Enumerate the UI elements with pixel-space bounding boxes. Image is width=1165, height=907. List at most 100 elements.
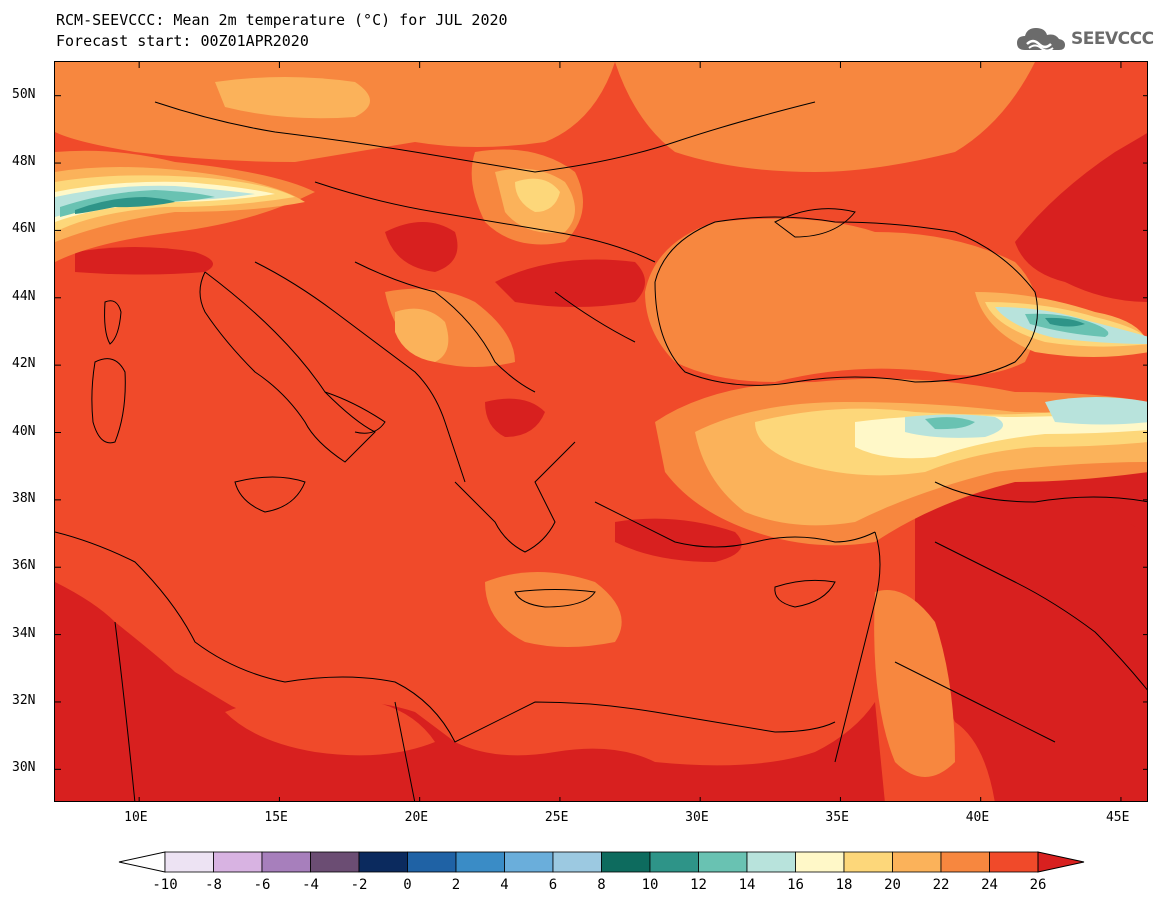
- lat-tick-label: 44N: [12, 288, 36, 304]
- hot-north-africa: [55, 582, 885, 801]
- title-block: RCM-SEEVCCC: Mean 2m temperature (°C) fo…: [56, 10, 508, 52]
- colorbar-swatch: [649, 851, 699, 873]
- hot-levant-east: [915, 462, 1147, 801]
- coastline-crimea: [774, 208, 856, 238]
- lat-tick-label: 50N: [12, 86, 36, 102]
- coastline-adriatic: [254, 261, 466, 483]
- coastlines: [55, 101, 1147, 801]
- cloud-icon: [1017, 28, 1065, 52]
- coldest-alps: [60, 190, 215, 217]
- colorbar-swatch: [358, 851, 408, 873]
- lat-tick-label: 36N: [12, 558, 36, 574]
- colorbar-label: -4: [302, 877, 319, 893]
- lon-tick-label: 25E: [544, 810, 569, 825]
- map-title: RCM-SEEVCCC: Mean 2m temperature (°C) fo…: [56, 11, 508, 29]
- border-middle-east: [894, 481, 1147, 743]
- lon-tick-label: 10E: [124, 810, 148, 825]
- coastline-turkey-south: [594, 501, 876, 548]
- colorbar-label: 0: [403, 877, 411, 893]
- colorbar-label: -2: [351, 877, 368, 893]
- colorbar-label: 18: [836, 877, 853, 893]
- warm-jordan: [874, 590, 955, 777]
- colorbar-min-arrow: [118, 851, 166, 873]
- hot-pannonia: [385, 222, 458, 272]
- coastline-italy-heel: [324, 391, 386, 434]
- colorbar-label: 12: [690, 877, 707, 893]
- colorbar-swatch: [504, 851, 554, 873]
- colorbar-label: 14: [739, 877, 756, 893]
- colorbar-label: 10: [642, 877, 659, 893]
- lat-tick-label: 32N: [12, 692, 36, 708]
- colorbar-label: 4: [500, 877, 508, 893]
- colorbar-label: 22: [933, 877, 950, 893]
- colorbar-label: -8: [205, 877, 222, 893]
- forecast-start: Forecast start: 00Z01APR2020: [56, 32, 309, 50]
- hot-romania-south: [495, 259, 645, 307]
- coastline-sardinia: [91, 358, 126, 444]
- coastline-cyprus: [774, 579, 836, 608]
- colorbar-swatch: [213, 851, 263, 873]
- colorbar-swatch: [601, 851, 651, 873]
- colorbar-swatch: [795, 851, 845, 873]
- colorbar-swatch: [552, 851, 602, 873]
- lon-tick-label: 30E: [685, 810, 709, 825]
- lon-tick-label: 45E: [1105, 810, 1130, 825]
- seevccc-logo: SEEVCCC: [1015, 22, 1155, 56]
- colorbar-label: -10: [152, 877, 177, 893]
- colorbar-label: 2: [452, 877, 460, 893]
- colder-east-anatolia: [1045, 397, 1147, 425]
- lat-tick-label: 30N: [12, 760, 36, 776]
- colorbar-label: 6: [549, 877, 557, 893]
- hot-turkey-south: [615, 518, 742, 562]
- graticule: [55, 62, 1147, 801]
- coastline-crete: [514, 589, 596, 608]
- lat-tick-label: 42N: [12, 356, 36, 372]
- peak-caucasus: [1045, 317, 1085, 327]
- colder-alps: [55, 185, 255, 217]
- coastline-black-sea: [654, 216, 1038, 386]
- hot-aegean-north: [485, 398, 545, 437]
- coastline-levant: [834, 531, 881, 763]
- lat-tick-label: 34N: [12, 625, 36, 641]
- hot-po-valley: [75, 247, 213, 275]
- colorbar-swatch: [310, 851, 360, 873]
- mild-dinarides: [395, 308, 449, 362]
- colorbar-max-arrow: [1037, 851, 1085, 873]
- colorbar-label: 24: [981, 877, 998, 893]
- colorbar-swatch: [989, 851, 1039, 873]
- colorbar-swatch: [455, 851, 505, 873]
- cool-carpathians: [515, 178, 560, 212]
- hot-libya-coast: [225, 694, 435, 756]
- map-canvas: [55, 62, 1147, 801]
- coastline-corsica: [104, 300, 122, 345]
- colorbar-swatch: [698, 851, 748, 873]
- peak-alps: [75, 197, 175, 214]
- border-balkans: [314, 181, 656, 393]
- lon-tick-label: 35E: [825, 810, 849, 825]
- lon-tick-label: 20E: [404, 810, 429, 825]
- coastline-north-africa: [55, 531, 836, 743]
- coastline-italy: [199, 271, 376, 463]
- colorbar-label: -6: [254, 877, 271, 893]
- logo-text: SEEVCCC: [1071, 29, 1154, 49]
- colorbar-swatch: [746, 851, 796, 873]
- colorbar-swatch: [892, 851, 942, 873]
- colorbar-label: 20: [884, 877, 901, 893]
- temperature-map: [54, 61, 1148, 802]
- warm-black-sea: [645, 218, 1038, 382]
- hot-caucasus-russia: [1015, 133, 1147, 302]
- lat-tick-label: 40N: [12, 423, 36, 439]
- border-central-europe: [154, 101, 816, 173]
- colorbar: -10 -8 -6 -4 -2 0 2 4 6 8 10 12 14 16 18 20 22 24 26: [118, 851, 1085, 893]
- lat-tick-label: 38N: [12, 490, 36, 506]
- colorbar-label: 26: [1030, 877, 1047, 893]
- colorbar-swatch: [261, 851, 311, 873]
- border-africa: [114, 621, 416, 801]
- coastline-sicily: [234, 476, 306, 513]
- coldest-anatolia: [925, 417, 975, 430]
- colorbar-swatch: [940, 851, 990, 873]
- colorbar-swatch: [843, 851, 893, 873]
- colorbar-swatch: [164, 851, 214, 873]
- warm-east-europe: [615, 62, 1035, 172]
- colorbar-swatch: [407, 851, 457, 873]
